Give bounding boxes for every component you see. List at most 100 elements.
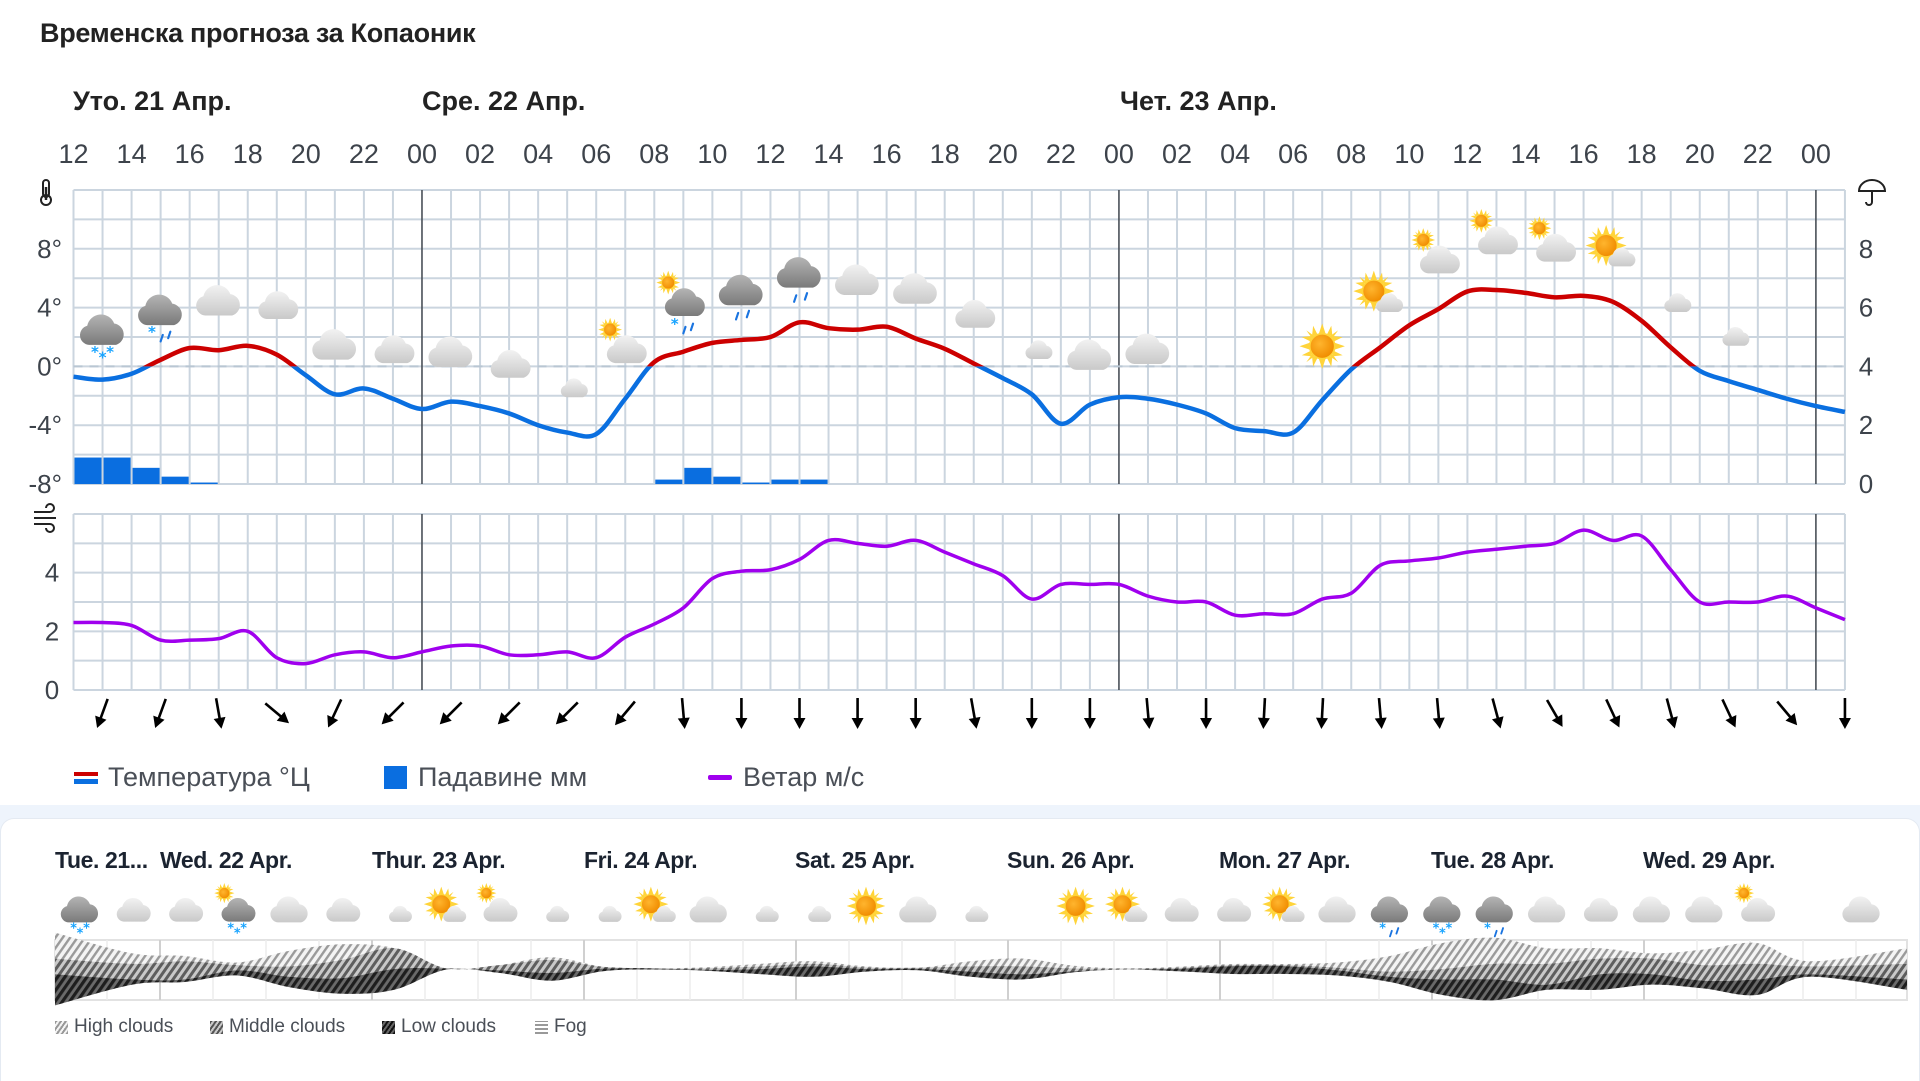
hour-tick-label: 18 xyxy=(930,139,960,169)
precipitation-tick-label: 2 xyxy=(1859,410,1873,440)
wind-arrow-icon xyxy=(610,698,639,729)
legend-label: Middle clouds xyxy=(229,1016,345,1038)
cloud-icon xyxy=(196,285,240,315)
outlook-day-label: Tue. 21... xyxy=(55,847,148,874)
wind-arrow-icon xyxy=(1717,697,1741,730)
precipitation-tick-label: 0 xyxy=(1859,469,1873,499)
wind-arrow-icon xyxy=(1141,698,1156,730)
weather-icon-mostly-sunny xyxy=(1353,271,1403,312)
precipitation-bar xyxy=(713,477,740,484)
precipitation-bar xyxy=(191,483,218,484)
wind-arrow-icon xyxy=(552,698,582,728)
cloud-icon xyxy=(138,295,182,325)
temperature-line-below-zero xyxy=(74,289,1845,436)
wind-arrow-icon xyxy=(1200,698,1212,729)
hour-tick-label: 16 xyxy=(175,139,205,169)
weather-icon-cloud xyxy=(428,337,472,367)
weather-icon-partly-sunny xyxy=(1469,209,1517,254)
wind-arrow-icon xyxy=(735,698,747,729)
high-clouds-swatch-icon xyxy=(55,1021,68,1034)
outlook-day-label: Wed. 29 Apr. xyxy=(1643,847,1775,874)
cloud-icon xyxy=(1067,339,1111,369)
legend-wind: Ветар м/с xyxy=(708,762,864,793)
legend-precipitation: Падавине мм xyxy=(384,762,587,793)
wind-arrow-icon xyxy=(1839,698,1851,729)
cloud-icon xyxy=(607,335,647,363)
wind-arrow-icon xyxy=(1026,698,1038,729)
low-clouds-swatch-icon xyxy=(382,1021,395,1034)
sun-icon xyxy=(1300,324,1345,369)
wind-arrow-icon xyxy=(150,697,172,730)
thermometer-icon xyxy=(41,180,51,205)
cloud-icon xyxy=(1664,293,1691,312)
hour-tick-label: 06 xyxy=(581,139,611,169)
temperature-tick-label: -4° xyxy=(28,410,62,440)
precipitation-swatch-icon xyxy=(384,766,407,789)
rain-icon xyxy=(794,293,807,302)
precipitation-tick-label: 6 xyxy=(1859,293,1873,323)
cloud-icon xyxy=(835,264,879,294)
moon-icon xyxy=(1649,278,1663,307)
wind-arrow-icon xyxy=(1084,698,1096,729)
weather-icon-partly-sunny xyxy=(598,318,646,363)
outlook-day-label: Thur. 23 Apr. xyxy=(372,847,505,874)
outlook-day-label: Fri. 24 Apr. xyxy=(584,847,697,874)
svg-text:*: * xyxy=(106,343,114,361)
legend-low-clouds: Low clouds xyxy=(382,1016,496,1038)
moon-icon xyxy=(375,321,384,339)
legend-label: High clouds xyxy=(74,1016,173,1038)
weather-icon-cloud xyxy=(312,329,356,359)
wind-arrow-icon xyxy=(1431,698,1446,730)
precipitation-bar xyxy=(771,480,798,484)
cloud-icon xyxy=(1025,340,1052,359)
cloud-icon xyxy=(665,288,705,316)
hour-tick-label: 12 xyxy=(1452,139,1482,169)
precipitation-bar xyxy=(75,458,102,484)
wind-swatch-icon xyxy=(708,775,732,780)
legend-label: Fog xyxy=(554,1016,587,1038)
cloud-icon xyxy=(1125,334,1169,364)
legend-fog: Fog xyxy=(535,1016,587,1038)
wind-direction-arrows xyxy=(91,697,1851,730)
hour-tick-label: 22 xyxy=(1743,139,1773,169)
sleet-icon: * xyxy=(671,315,693,333)
hour-tick-label: 20 xyxy=(291,139,321,169)
umbrella-icon xyxy=(1859,180,1885,205)
weather-icon-partly-cloudy-night xyxy=(955,285,995,328)
legend-label: Low clouds xyxy=(401,1016,496,1038)
hour-tick-label: 12 xyxy=(755,139,785,169)
weather-icon-cloud xyxy=(1067,339,1111,369)
hour-tick-label: 18 xyxy=(233,139,263,169)
weather-icons: ***** xyxy=(80,209,1789,397)
wind-arrow-icon xyxy=(1257,698,1271,730)
hour-tick-label: 06 xyxy=(1278,139,1308,169)
cloud-icon xyxy=(1536,234,1576,262)
cloud-icon xyxy=(258,291,298,319)
chart-grid xyxy=(74,190,1845,690)
hour-tick-label: 18 xyxy=(1627,139,1657,169)
temperature-tick-label: -8° xyxy=(28,469,62,499)
precipitation-bar xyxy=(684,468,711,484)
wind-arrow-icon xyxy=(965,697,982,730)
wind-arrow-icon xyxy=(494,698,524,728)
precipitation-bar xyxy=(655,480,682,484)
outlook-day-label: Wed. 22 Apr. xyxy=(160,847,292,874)
outlook-day-label: Tue. 28 Apr. xyxy=(1431,847,1554,874)
cloud-icon xyxy=(428,337,472,367)
precipitation-bar xyxy=(801,480,828,484)
weather-icon-partly-sunny xyxy=(1528,216,1576,261)
wind-arrow-icon xyxy=(210,697,227,730)
cloud-icon xyxy=(719,275,763,305)
cloud-icon xyxy=(80,314,124,344)
temperature-swatch-icon xyxy=(74,772,98,784)
hour-tick-label: 14 xyxy=(814,139,844,169)
weather-icon-cloud-dark: *** xyxy=(80,314,124,366)
cloud-icon xyxy=(491,350,531,378)
weather-icon-cloud xyxy=(196,285,240,315)
precipitation-bar xyxy=(162,477,189,484)
wind-arrow-icon xyxy=(676,698,691,730)
hour-tick-label: 10 xyxy=(1394,139,1424,169)
wind-arrow-icon xyxy=(1661,697,1681,730)
rain-icon xyxy=(736,311,749,320)
cloud-icon xyxy=(1722,327,1749,346)
